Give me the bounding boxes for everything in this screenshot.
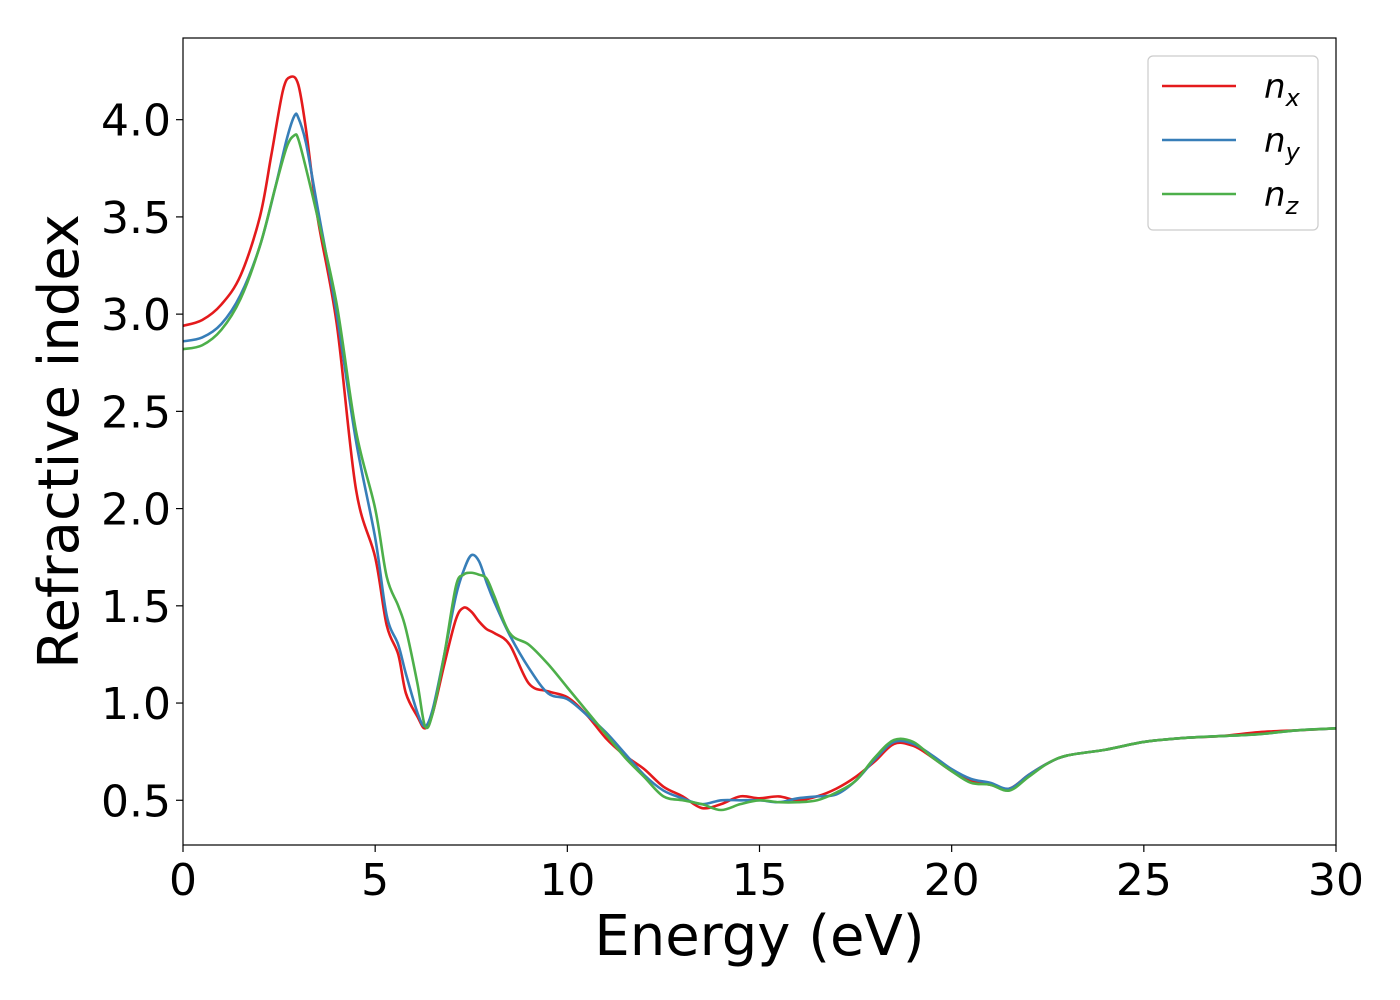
x-tick-label: 30 [1308, 855, 1364, 906]
legend-box [1147, 55, 1319, 231]
legend-label-y: ny [1264, 121, 1301, 166]
x-tick-label: 10 [539, 855, 595, 906]
legend-label-x: nx [1264, 67, 1301, 112]
legend-items: nx ny nz [1162, 67, 1301, 220]
x-axis-ticks: 0 5 10 15 20 25 30 [169, 845, 1364, 906]
x-tick-label: 25 [1116, 855, 1172, 906]
x-tick-label: 15 [732, 855, 788, 906]
y-axis-title: Refractive index [27, 214, 92, 669]
y-tick-label: 3.5 [101, 193, 171, 244]
y-tick-label: 1.5 [101, 582, 171, 633]
y-tick-label: 2.0 [101, 485, 171, 536]
legend-label-z: nz [1264, 175, 1300, 220]
y-tick-label: 3.0 [101, 290, 171, 341]
x-tick-label: 5 [361, 855, 389, 906]
x-tick-label: 20 [924, 855, 980, 906]
series-layer [183, 75, 1336, 812]
x-tick-label: 0 [169, 855, 197, 906]
y-tick-label: 1.0 [101, 679, 171, 730]
y-tick-label: 4.0 [101, 96, 171, 147]
y-axis-ticks: 0.5 1.0 1.5 2.0 2.5 3.0 3.5 4.0 [101, 96, 183, 827]
series-line-z [183, 133, 1336, 812]
y-tick-label: 2.5 [101, 387, 171, 438]
y-tick-label: 0.5 [101, 776, 171, 827]
legend: nx ny nz [1147, 55, 1319, 231]
x-axis-title: Energy (eV) [594, 904, 924, 969]
